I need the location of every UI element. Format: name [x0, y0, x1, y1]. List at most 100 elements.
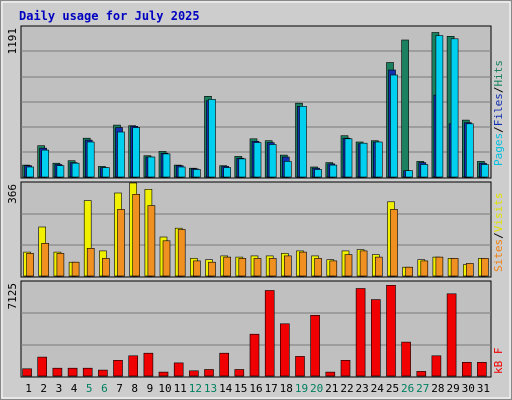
bar-kb-f-day-13 — [204, 369, 214, 377]
bar-pages-day-5 — [86, 141, 95, 178]
bar-pages-day-19 — [299, 106, 307, 178]
bar-sites-day-13 — [208, 261, 216, 277]
bar-pages-day-25 — [390, 74, 398, 178]
bar-kb-f-day-23 — [355, 288, 366, 377]
panel1-ymax-label: 1191 — [6, 28, 19, 55]
panel2-bars — [23, 182, 489, 277]
bar-pages-day-21 — [329, 164, 338, 178]
day-label-10: 10 — [158, 382, 171, 395]
bar-pages-day-27 — [420, 164, 429, 178]
day-label-14: 14 — [219, 382, 233, 395]
bar-kb-f-day-1 — [22, 368, 32, 377]
day-label-28: 28 — [431, 382, 444, 395]
bar-hits-day-26 — [401, 39, 409, 178]
bar-sites-day-30 — [465, 263, 474, 277]
bar-sites-day-5 — [86, 248, 95, 277]
bar-sites-day-15 — [238, 258, 247, 277]
day-label-3: 3 — [56, 382, 63, 395]
bar-pages-day-8 — [132, 127, 140, 178]
day-label-21: 21 — [325, 382, 338, 395]
bar-kb-f-day-3 — [52, 367, 63, 377]
bar-kb-f-day-28 — [431, 355, 442, 377]
bar-kb-f-day-10 — [158, 371, 169, 377]
bar-sites-day-9 — [147, 205, 156, 277]
bar-kb-f-day-20 — [310, 314, 320, 377]
bar-pages-day-24 — [374, 141, 383, 178]
bar-pages-day-10 — [162, 153, 171, 178]
bar-kb-f-day-31 — [477, 361, 487, 377]
bar-kb-f-day-27 — [416, 371, 427, 377]
bar-sites-day-24 — [374, 256, 383, 277]
bar-pages-day-11 — [177, 166, 186, 178]
bar-sites-day-28 — [435, 256, 444, 277]
bar-kb-f-day-30 — [461, 361, 472, 377]
day-label-16: 16 — [249, 382, 262, 395]
bar-kb-f-day-6 — [98, 369, 108, 377]
bar-kb-f-day-5 — [82, 367, 93, 377]
bar-sites-day-6 — [102, 258, 110, 277]
bar-sites-day-1 — [26, 253, 34, 277]
bar-sites-day-25 — [390, 209, 398, 277]
day-label-6: 6 — [101, 382, 108, 395]
panel3-ymax-label: 7125 — [6, 283, 19, 310]
bar-pages-day-18 — [283, 161, 292, 178]
bar-kb-f-day-12 — [189, 370, 199, 377]
bar-kb-f-day-11 — [173, 362, 184, 377]
bar-sites-day-4 — [71, 261, 80, 277]
bar-pages-day-30 — [465, 123, 474, 178]
bar-sites-day-19 — [299, 251, 307, 277]
bar-sites-day-12 — [193, 260, 201, 277]
bar-sites-day-16 — [253, 258, 262, 277]
bar-sites-day-20 — [314, 258, 322, 277]
bar-pages-day-16 — [253, 142, 262, 178]
day-label-15: 15 — [234, 382, 247, 395]
day-label-13: 13 — [204, 382, 217, 395]
bar-pages-day-7 — [117, 131, 125, 178]
bar-kb-f-day-9 — [143, 352, 154, 377]
bar-kb-f-day-26 — [401, 341, 411, 377]
bar-pages-day-15 — [238, 158, 247, 178]
day-label-22: 22 — [340, 382, 353, 395]
bar-pages-day-29 — [450, 38, 459, 178]
legend-pages: Pages — [492, 133, 505, 166]
bar-kb-f-day-25 — [386, 284, 396, 377]
bar-sites-day-11 — [177, 229, 186, 277]
day-label-12: 12 — [189, 382, 202, 395]
day-label-11: 11 — [174, 382, 187, 395]
day-label-30: 30 — [462, 382, 475, 395]
panel2-gridlines — [21, 213, 491, 246]
bar-pages-day-12 — [193, 169, 201, 178]
bar-kb-f-day-15 — [234, 369, 245, 377]
bar-kb-f-day-2 — [37, 356, 48, 377]
bar-pages-day-14 — [223, 167, 231, 178]
bar-sites-day-7 — [117, 209, 125, 277]
day-label-29: 29 — [446, 382, 459, 395]
legend-kbytes: kB F — [492, 348, 505, 375]
day-label-7: 7 — [116, 382, 123, 395]
bar-kb-f-day-16 — [249, 333, 260, 377]
day-label-23: 23 — [355, 382, 368, 395]
bar-kb-f-day-24 — [370, 299, 381, 377]
bar-sites-day-17 — [268, 258, 277, 277]
bar-pages-day-23 — [359, 142, 368, 178]
legend-slash-2: / — [492, 87, 505, 94]
legend-slash-3: / — [492, 232, 505, 239]
bar-sites-day-14 — [223, 256, 231, 277]
day-label-1: 1 — [25, 382, 32, 395]
day-label-18: 18 — [280, 382, 293, 395]
legend-sites: Sites — [492, 239, 505, 272]
day-label-17: 17 — [265, 382, 278, 395]
day-label-31: 31 — [477, 382, 490, 395]
day-label-24: 24 — [371, 382, 385, 395]
bar-kb-f-day-17 — [264, 290, 275, 377]
bar-pages-day-17 — [268, 144, 277, 178]
bar-kb-f-day-19 — [295, 356, 305, 377]
bar-pages-day-22 — [344, 138, 353, 178]
day-label-19: 19 — [295, 382, 308, 395]
day-label-8: 8 — [131, 382, 138, 395]
bar-kb-f-day-8 — [128, 355, 138, 377]
bar-pages-day-31 — [481, 164, 489, 178]
bar-pages-day-26 — [405, 170, 413, 178]
bar-sites-day-23 — [359, 250, 368, 277]
